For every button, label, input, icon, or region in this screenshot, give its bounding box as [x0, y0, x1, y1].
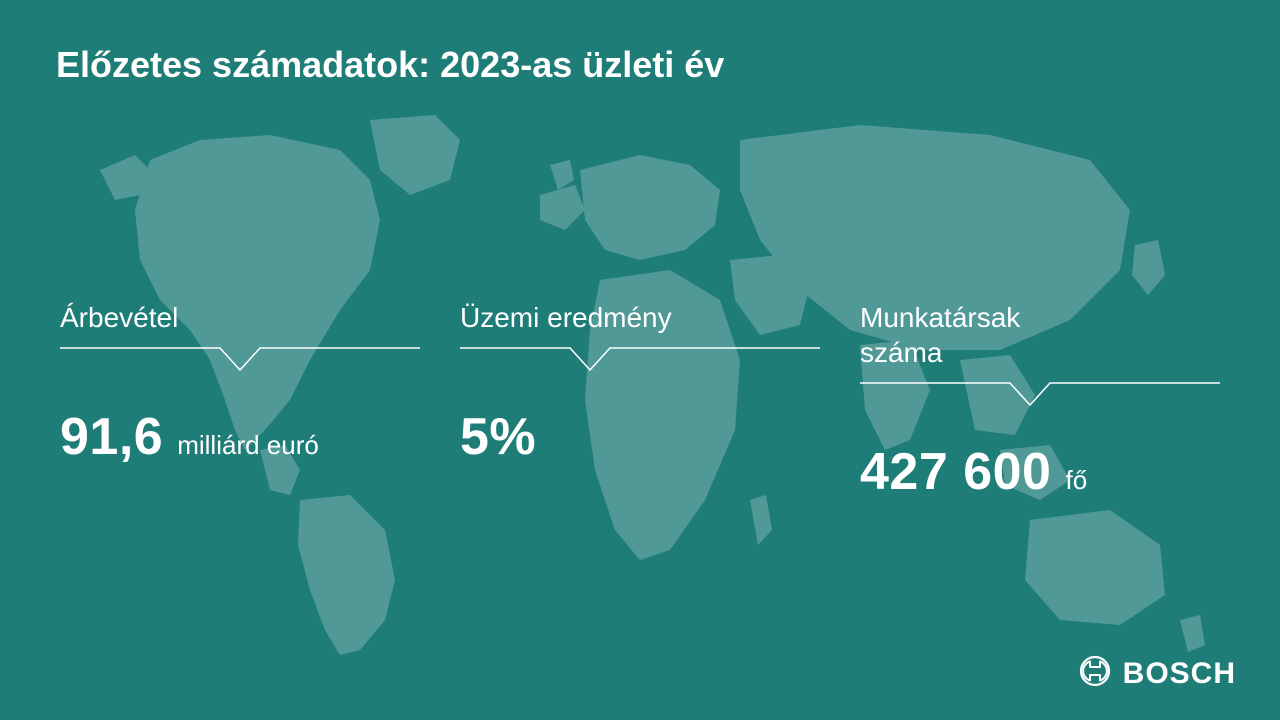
bosch-armature-icon: [1079, 655, 1111, 692]
stat-label: Munkatársak száma: [860, 300, 1220, 382]
stat-associates: Munkatársak száma 427 600 fő: [860, 300, 1220, 502]
stat-label: Üzemi eredmény: [460, 300, 820, 347]
stat-divider: [60, 347, 420, 371]
stat-value-row: 91,6 milliárd euró: [60, 407, 420, 467]
brand-logo: BOSCH: [1079, 655, 1236, 692]
stat-label: Árbevétel: [60, 300, 420, 347]
page-title: Előzetes számadatok: 2023-as üzleti év: [56, 44, 724, 86]
stat-divider: [860, 382, 1220, 406]
stat-ebit: Üzemi eredmény 5%: [460, 300, 820, 502]
stat-value: 91,6: [60, 407, 163, 467]
stats-row: Árbevétel 91,6 milliárd euró Üzemi eredm…: [60, 300, 1220, 502]
stat-unit: milliárd euró: [177, 430, 319, 461]
stat-value-row: 5%: [460, 407, 820, 467]
stat-value: 427 600: [860, 442, 1051, 502]
stat-value-row: 427 600 fő: [860, 442, 1220, 502]
stat-revenue: Árbevétel 91,6 milliárd euró: [60, 300, 420, 502]
brand-name: BOSCH: [1123, 657, 1236, 691]
stat-unit: fő: [1065, 465, 1087, 496]
stat-value: 5%: [460, 407, 536, 467]
stat-divider: [460, 347, 820, 371]
